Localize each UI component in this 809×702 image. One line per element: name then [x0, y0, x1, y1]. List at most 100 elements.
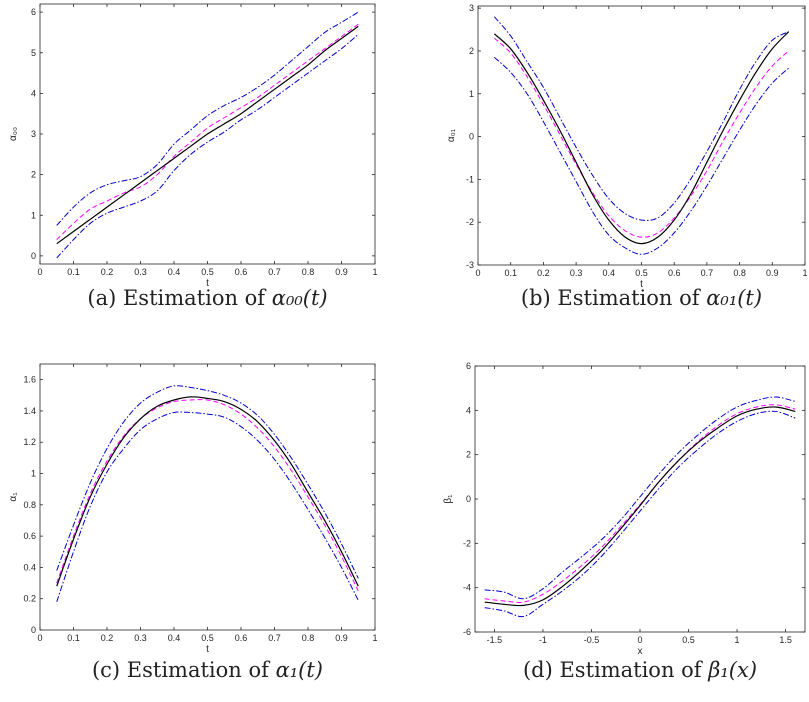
x-tick-label: 0.2	[101, 633, 114, 643]
y-tick-label: 0.4	[23, 562, 36, 572]
y-axis-label: α₁	[8, 492, 19, 502]
y-tick-label: 1	[469, 89, 474, 99]
x-tick-label: -0.5	[584, 635, 600, 645]
series-line-lower	[494, 57, 789, 255]
y-axis-label: β₁	[443, 494, 454, 504]
series-line-lower	[484, 410, 796, 618]
x-tick-label: 0.6	[235, 267, 248, 277]
y-tick-label: 4	[466, 405, 471, 415]
series-line-lower	[56, 34, 359, 259]
series-line-true	[56, 396, 359, 587]
x-tick-label: 0	[475, 268, 480, 278]
chart-a-svg: 0 0.1 0.2 0.3 0.4 0.5 0.6 0.7 0.8 0.9 1 0 1 2 3 4 5 6 t α₀₀	[8, 3, 378, 289]
x-tick-label: -1.5	[487, 635, 503, 645]
x-tick-label: 0.5	[201, 633, 214, 643]
caption-d-math: β₁(x)	[708, 658, 758, 682]
y-tick-label: 0	[469, 132, 474, 142]
x-tick-label: 0.6	[235, 633, 248, 643]
caption-c-math: α₁(t)	[275, 658, 324, 682]
x-tick-label: 0.8	[733, 268, 746, 278]
chart-b-svg: 0 0.1 0.2 0.3 0.4 0.5 0.6 0.7 0.8 0.9 1 -3 -2 -1 0 1 2 3 t…	[446, 3, 808, 290]
y-tick-label: -2	[463, 538, 471, 548]
y-axis-label: α₀₁	[446, 128, 457, 142]
x-tick-label: 0.6	[668, 268, 681, 278]
x-tick-label: 0.8	[302, 267, 315, 277]
caption-a-math: α₀₀(t)	[271, 286, 328, 310]
x-tick-label: 0.7	[268, 267, 281, 277]
y-tick-label: 2	[31, 170, 36, 180]
x-tick-label: 0.8	[302, 633, 315, 643]
plot-frame-c	[39, 363, 376, 631]
x-tick-label: 0.9	[335, 633, 348, 643]
y-tick-label: 5	[31, 48, 36, 58]
x-tick-label: 0.7	[701, 268, 714, 278]
caption-b-prefix: (b) Estimation of	[520, 286, 707, 310]
x-tick-label: 0.2	[537, 268, 550, 278]
y-tick-label: 0.6	[23, 531, 36, 541]
x-tick-label: 0.5	[201, 267, 214, 277]
x-tick-label: 0	[637, 635, 642, 645]
series-line-true	[493, 31, 790, 245]
y-tick-label: 6	[31, 7, 36, 17]
caption-c: (c) Estimation of α₁(t)	[40, 658, 375, 682]
chart-panel-a: 0 0.1 0.2 0.3 0.4 0.5 0.6 0.7 0.8 0.9 1 0 1 2 3 4 5 6 t α₀₀	[0, 0, 400, 289]
x-tick-label: 1	[802, 268, 807, 278]
caption-b-math: α₀₁(t)	[706, 286, 763, 310]
series-line-upper	[493, 16, 789, 221]
x-tick-label: 0.4	[168, 633, 181, 643]
y-tick-label: 1	[31, 210, 36, 220]
series-line-mean	[494, 37, 789, 238]
y-tick-label: 1.4	[23, 406, 36, 416]
x-axis-label: t	[206, 644, 209, 655]
series-line-true	[484, 406, 796, 607]
y-tick-label: 0.8	[23, 500, 36, 510]
series-line-mean	[56, 399, 359, 592]
y-tick-label: 0	[31, 251, 36, 261]
x-tick-label: 1	[735, 635, 740, 645]
caption-d-prefix: (d) Estimation of	[522, 658, 709, 682]
series-line-upper	[56, 11, 359, 226]
chart-panel-d: -1.5 -1 -0.5 0 0.5 1 1.5 -6 -4 -2 0 2 4 6 x β₁	[405, 360, 809, 660]
x-tick-label: 0	[37, 267, 42, 277]
y-tick-label: 6	[466, 361, 471, 371]
x-tick-label: 1	[372, 267, 377, 277]
x-tick-label: 0.4	[168, 267, 181, 277]
x-tick-label: 0.9	[766, 268, 779, 278]
y-tick-label: -2	[466, 217, 474, 227]
x-tick-label: 0.3	[134, 633, 147, 643]
y-tick-label: 1.6	[23, 375, 36, 385]
x-tick-label: 0.4	[603, 268, 616, 278]
x-tick-label: 0.5	[635, 268, 648, 278]
y-tick-label: 3	[469, 3, 474, 13]
series-line-true	[56, 25, 359, 245]
y-tick-label: 2	[466, 450, 471, 460]
caption-d: (d) Estimation of β₁(x)	[475, 658, 805, 682]
series-line-upper	[56, 385, 359, 579]
y-tick-label: 0	[466, 494, 471, 504]
y-tick-label: -6	[463, 627, 471, 637]
chart-panel-b: 0 0.1 0.2 0.3 0.4 0.5 0.6 0.7 0.8 0.9 1 -3 -2 -1 0 1 2 3 t…	[405, 0, 809, 290]
y-tick-label: 3	[31, 129, 36, 139]
series-line-lower	[56, 411, 359, 602]
chart-c-svg: 0 0.1 0.2 0.3 0.4 0.5 0.6 0.7 0.8 0.9 1 0 0.2 0.4 0.6 0…	[8, 363, 378, 655]
x-tick-label: 0	[37, 633, 42, 643]
chart-panel-c: 0 0.1 0.2 0.3 0.4 0.5 0.6 0.7 0.8 0.9 1 0 0.2 0.4 0.6 0…	[0, 360, 400, 660]
series-line-mean	[484, 404, 796, 603]
y-tick-label: 4	[31, 88, 36, 98]
y-tick-label: 1	[31, 469, 36, 479]
x-tick-label: 1	[372, 633, 377, 643]
y-tick-label: -4	[463, 583, 471, 593]
x-tick-label: 1.5	[779, 635, 792, 645]
x-tick-label: 0.1	[67, 633, 80, 643]
x-axis-label: t	[640, 279, 643, 290]
x-axis-label: x	[638, 646, 643, 657]
series-line-upper	[484, 396, 796, 600]
plot-frame-d	[474, 365, 806, 633]
y-tick-label: 0.2	[23, 594, 36, 604]
y-tick-label: 1.2	[23, 437, 36, 447]
x-axis-label: t	[206, 278, 209, 289]
chart-d-svg: -1.5 -1 -0.5 0 0.5 1 1.5 -6 -4 -2 0 2 4 6 x β₁	[443, 361, 806, 657]
y-tick-label: -1	[466, 174, 474, 184]
x-tick-label: 0.5	[682, 635, 695, 645]
caption-b: (b) Estimation of α₀₁(t)	[478, 286, 805, 310]
